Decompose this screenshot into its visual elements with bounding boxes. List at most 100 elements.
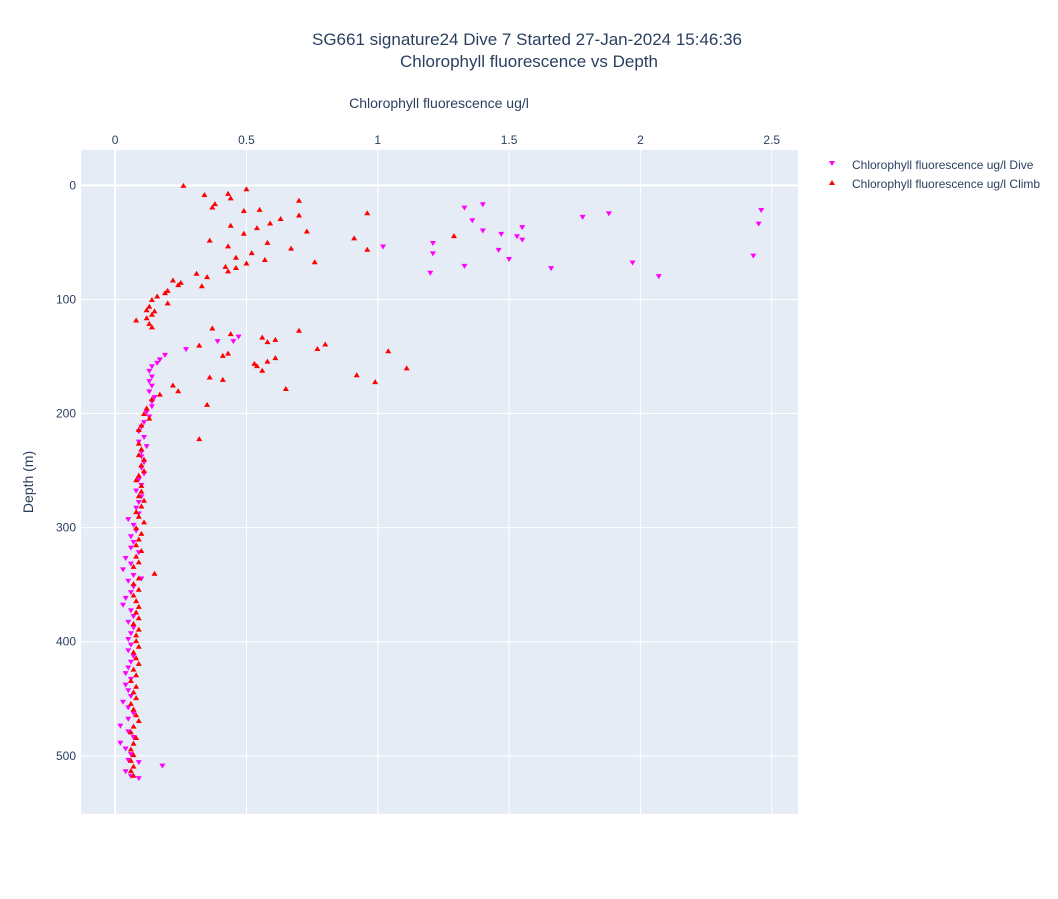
- climb-point[interactable]: [259, 334, 266, 340]
- climb-point[interactable]: [206, 374, 213, 380]
- climb-point[interactable]: [232, 254, 239, 260]
- dive-point[interactable]: [130, 522, 137, 528]
- climb-point[interactable]: [204, 274, 211, 280]
- climb-point[interactable]: [261, 257, 268, 263]
- legend-item-dive[interactable]: Chlorophyll fluorescence ug/l Dive: [829, 158, 1034, 172]
- dive-point[interactable]: [122, 555, 129, 561]
- climb-point[interactable]: [232, 265, 239, 271]
- legend-item-climb[interactable]: Chlorophyll fluorescence ug/l Climb: [829, 177, 1040, 191]
- climb-point[interactable]: [248, 250, 255, 256]
- dive-point[interactable]: [750, 253, 757, 259]
- climb-point[interactable]: [130, 563, 137, 569]
- climb-point[interactable]: [135, 472, 142, 478]
- dive-point[interactable]: [146, 389, 153, 395]
- dive-point[interactable]: [127, 642, 134, 648]
- climb-point[interactable]: [193, 270, 200, 276]
- dive-point[interactable]: [469, 218, 476, 224]
- dive-point[interactable]: [758, 207, 765, 213]
- climb-point[interactable]: [133, 695, 140, 701]
- climb-point[interactable]: [135, 493, 142, 499]
- climb-point[interactable]: [130, 723, 137, 729]
- climb-point[interactable]: [151, 570, 158, 576]
- climb-point[interactable]: [127, 729, 134, 735]
- climb-point[interactable]: [135, 513, 142, 519]
- dive-point[interactable]: [127, 545, 134, 551]
- dive-point[interactable]: [655, 274, 662, 280]
- dive-point[interactable]: [135, 500, 142, 506]
- climb-point[interactable]: [251, 360, 258, 366]
- climb-point[interactable]: [148, 396, 155, 402]
- dive-point[interactable]: [125, 729, 132, 735]
- dive-point[interactable]: [127, 631, 134, 637]
- climb-point[interactable]: [209, 325, 216, 331]
- climb-point[interactable]: [353, 372, 360, 378]
- dive-point[interactable]: [156, 357, 163, 363]
- dive-point[interactable]: [479, 202, 486, 208]
- climb-point[interactable]: [264, 239, 271, 245]
- climb-point[interactable]: [135, 615, 142, 621]
- climb-point[interactable]: [264, 339, 271, 345]
- dive-point[interactable]: [125, 665, 132, 671]
- dive-point[interactable]: [127, 752, 134, 758]
- dive-point[interactable]: [235, 334, 242, 340]
- dive-point[interactable]: [125, 757, 132, 763]
- climb-point[interactable]: [133, 609, 140, 615]
- climb-point[interactable]: [130, 666, 137, 672]
- dive-point[interactable]: [135, 760, 142, 766]
- climb-point[interactable]: [141, 519, 148, 525]
- climb-point[interactable]: [225, 268, 232, 274]
- dive-point[interactable]: [498, 231, 505, 237]
- climb-point[interactable]: [130, 620, 137, 626]
- climb-point[interactable]: [227, 222, 234, 228]
- climb-point[interactable]: [272, 355, 279, 361]
- dive-point[interactable]: [148, 364, 155, 370]
- climb-point[interactable]: [135, 626, 142, 632]
- dive-point[interactable]: [125, 705, 132, 711]
- climb-point[interactable]: [240, 230, 247, 236]
- climb-point[interactable]: [138, 547, 145, 553]
- climb-point[interactable]: [130, 763, 137, 769]
- climb-point[interactable]: [133, 542, 140, 548]
- climb-point[interactable]: [133, 638, 140, 644]
- climb-point[interactable]: [322, 341, 329, 347]
- dive-point[interactable]: [130, 614, 137, 620]
- dive-point[interactable]: [230, 339, 237, 345]
- climb-point[interactable]: [130, 581, 137, 587]
- climb-point[interactable]: [138, 482, 145, 488]
- climb-point[interactable]: [133, 477, 140, 483]
- dive-point[interactable]: [122, 769, 129, 775]
- climb-point[interactable]: [372, 379, 379, 385]
- climb-point[interactable]: [130, 649, 137, 655]
- climb-point[interactable]: [219, 376, 226, 382]
- dive-point[interactable]: [380, 244, 387, 250]
- climb-point[interactable]: [135, 536, 142, 542]
- dive-point[interactable]: [120, 567, 127, 573]
- dive-point[interactable]: [146, 379, 153, 385]
- dive-point[interactable]: [125, 688, 132, 694]
- dive-point[interactable]: [130, 711, 137, 717]
- climb-point[interactable]: [196, 342, 203, 348]
- dive-point[interactable]: [122, 595, 129, 601]
- climb-point[interactable]: [133, 712, 140, 718]
- climb-point[interactable]: [138, 503, 145, 509]
- climb-point[interactable]: [138, 446, 145, 452]
- dive-point[interactable]: [127, 608, 134, 614]
- climb-point[interactable]: [135, 427, 142, 433]
- dive-point[interactable]: [519, 225, 526, 231]
- dive-point[interactable]: [519, 237, 526, 243]
- climb-point[interactable]: [259, 367, 266, 373]
- climb-point[interactable]: [133, 735, 140, 741]
- dive-point[interactable]: [125, 636, 132, 642]
- climb-point[interactable]: [143, 315, 150, 321]
- dive-point[interactable]: [159, 763, 166, 769]
- dive-point[interactable]: [130, 654, 137, 660]
- climb-point[interactable]: [364, 210, 371, 216]
- dive-point[interactable]: [120, 699, 127, 705]
- dive-point[interactable]: [548, 266, 555, 272]
- climb-point[interactable]: [127, 757, 134, 763]
- climb-point[interactable]: [133, 553, 140, 559]
- dive-point[interactable]: [141, 420, 148, 426]
- dive-point[interactable]: [214, 339, 221, 345]
- climb-point[interactable]: [151, 308, 158, 314]
- climb-point[interactable]: [135, 586, 142, 592]
